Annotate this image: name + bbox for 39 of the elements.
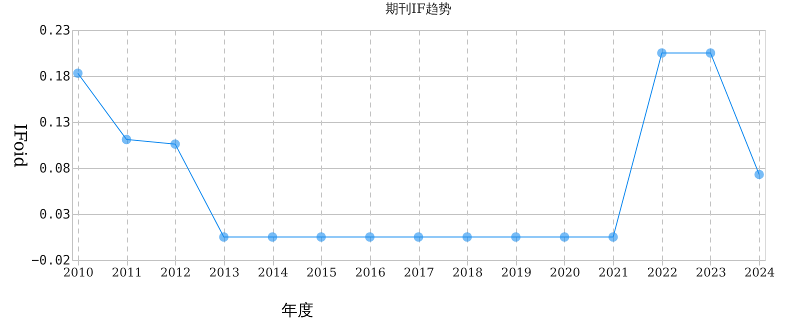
y-tick-label: 0.23 xyxy=(39,24,70,38)
x-tick-label: 2024 xyxy=(744,266,776,280)
y-tick-label: 0.18 xyxy=(39,70,70,84)
x-tick-label: 2021 xyxy=(598,266,629,280)
x-tick-label: 2022 xyxy=(647,266,678,280)
point xyxy=(316,232,326,242)
point xyxy=(706,48,716,58)
y-tick-label: 0.13 xyxy=(39,116,70,130)
point xyxy=(170,139,180,149)
x-axis-title: 年度 xyxy=(282,300,314,320)
x-tick-label: 2012 xyxy=(160,266,191,280)
x-tick-label: 2020 xyxy=(550,266,580,280)
point xyxy=(219,232,229,242)
point xyxy=(73,68,83,78)
x-tick-label: 2018 xyxy=(452,266,483,280)
point xyxy=(462,232,472,242)
point xyxy=(511,232,521,242)
x-tick-label: 2017 xyxy=(404,266,434,280)
y-tick-label: 0.03 xyxy=(39,208,70,222)
x-tick-label: 2013 xyxy=(209,266,240,280)
x-tick-label: 2015 xyxy=(306,266,337,280)
x-tick-label: 2014 xyxy=(258,266,289,280)
point xyxy=(560,232,570,242)
point xyxy=(122,134,132,144)
point xyxy=(754,170,764,180)
point xyxy=(657,48,667,58)
y-tick-label: 0.08 xyxy=(39,162,70,176)
x-tick-label: 2010 xyxy=(63,266,94,280)
point xyxy=(268,232,278,242)
chart-title: 期刊IF趋势 xyxy=(385,2,452,17)
point xyxy=(365,232,375,242)
x-tick-label: 2011 xyxy=(112,266,142,280)
x-tick-label: 2023 xyxy=(696,266,726,280)
y-tick-label: −0.02 xyxy=(31,254,70,268)
x-tick-label: 2019 xyxy=(501,266,532,280)
x-tick-label: 2016 xyxy=(355,266,386,280)
y-axis-title: IFoid xyxy=(10,123,30,168)
point xyxy=(414,232,424,242)
point xyxy=(608,232,618,242)
